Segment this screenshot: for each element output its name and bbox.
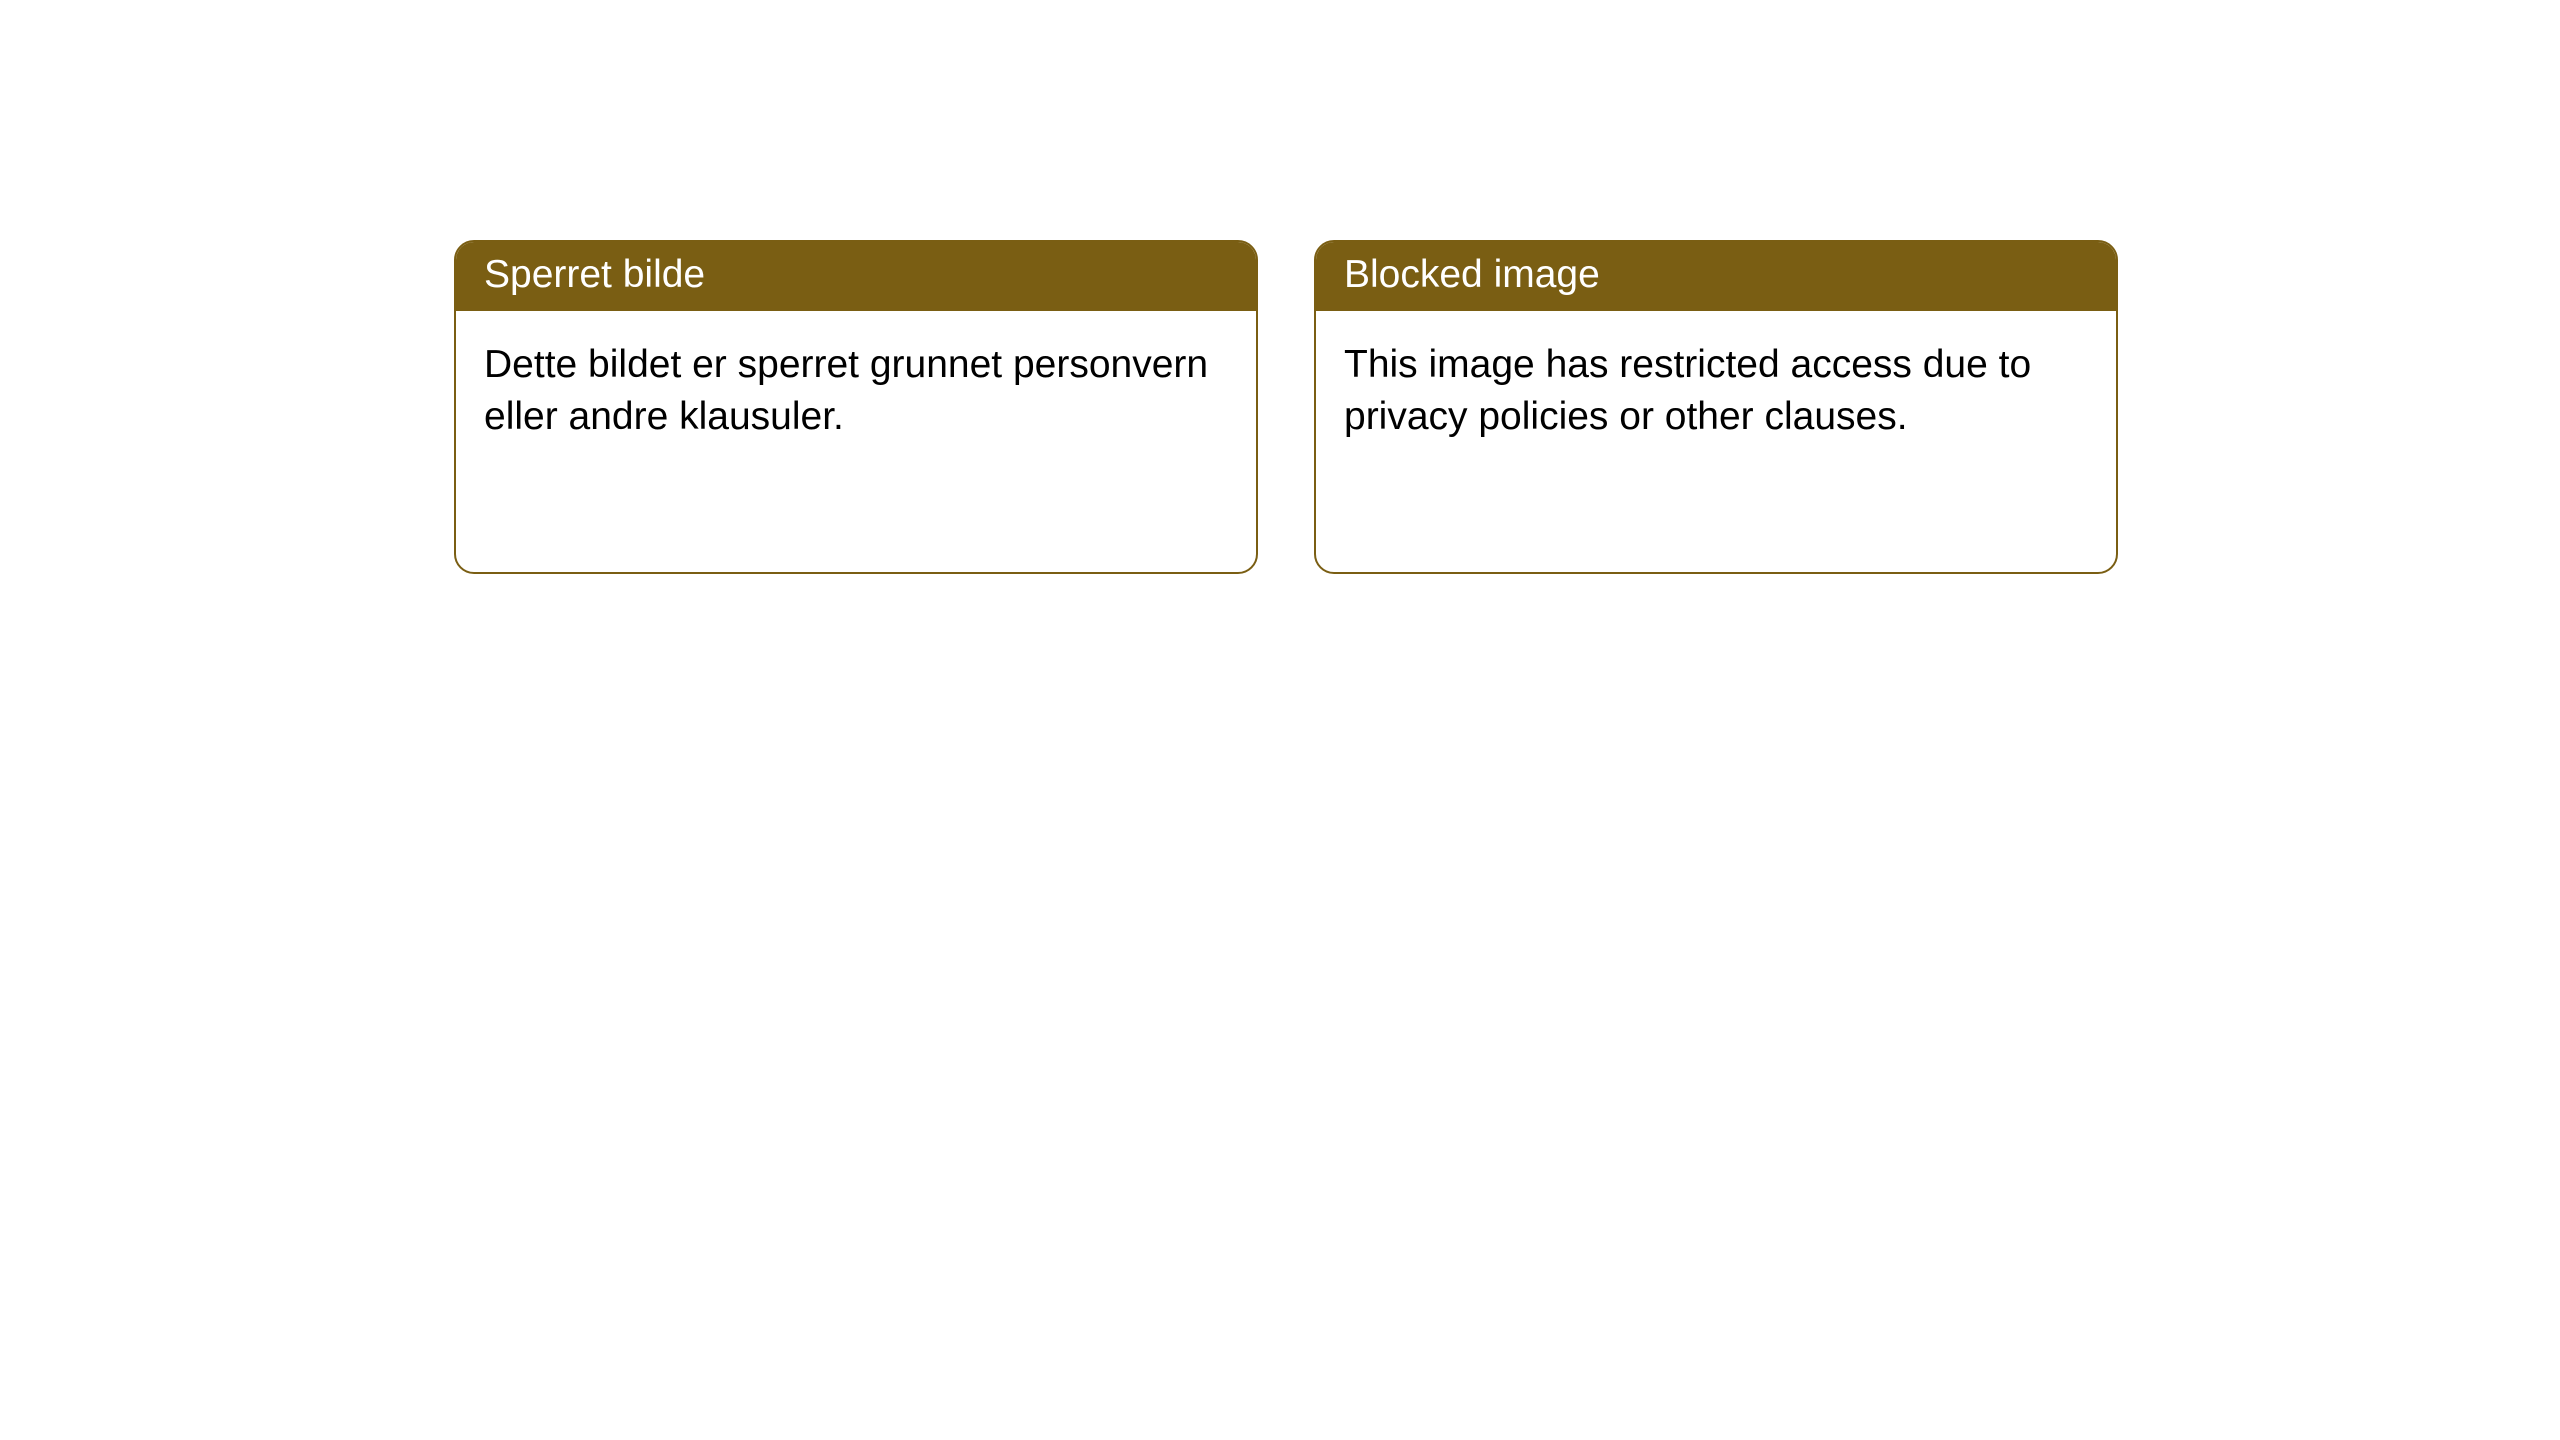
card-body: This image has restricted access due to … xyxy=(1316,311,2116,472)
card-body: Dette bildet er sperret grunnet personve… xyxy=(456,311,1256,472)
cards-container: Sperret bilde Dette bildet er sperret gr… xyxy=(0,0,2560,574)
card-norwegian: Sperret bilde Dette bildet er sperret gr… xyxy=(454,240,1258,574)
card-english: Blocked image This image has restricted … xyxy=(1314,240,2118,574)
card-title: Blocked image xyxy=(1316,242,2116,311)
card-title: Sperret bilde xyxy=(456,242,1256,311)
